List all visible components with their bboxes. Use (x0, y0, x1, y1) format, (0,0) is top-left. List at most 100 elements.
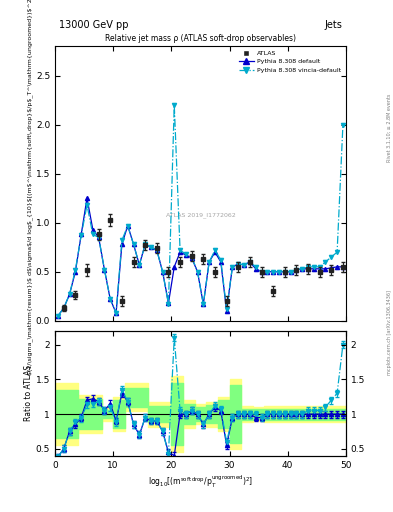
Pythia 8.308 vincia-default (178, 247, 182, 253)
Pythia 8.308 vincia-default (79, 232, 84, 239)
Pythia 8.308 vincia-default (67, 291, 72, 297)
Pythia 8.308 vincia-default (149, 244, 153, 250)
Pythia 8.308 default (236, 261, 241, 267)
Pythia 8.308 vincia-default (329, 254, 334, 260)
Pythia 8.308 default (271, 269, 275, 275)
Pythia 8.308 vincia-default (312, 264, 316, 270)
Pythia 8.308 default (84, 195, 89, 201)
Pythia 8.308 default (248, 259, 252, 265)
Pythia 8.308 vincia-default (230, 264, 235, 270)
Pythia 8.308 vincia-default (125, 223, 130, 229)
Pythia 8.308 default (317, 266, 322, 272)
Pythia 8.308 vincia-default (184, 251, 188, 257)
Pythia 8.308 default (300, 266, 305, 272)
Pythia 8.308 default (143, 241, 147, 247)
Pythia 8.308 default (61, 305, 66, 311)
Pythia 8.308 default (265, 269, 270, 275)
Pythia 8.308 default (114, 310, 118, 316)
Pythia 8.308 default (277, 269, 281, 275)
Text: mcplots.cern.ch [arXiv:1306.3436]: mcplots.cern.ch [arXiv:1306.3436] (387, 290, 391, 375)
Pythia 8.308 default (288, 269, 293, 275)
Pythia 8.308 default (213, 249, 217, 255)
Pythia 8.308 vincia-default (248, 259, 252, 265)
Pythia 8.308 vincia-default (108, 296, 113, 302)
Pythia 8.308 vincia-default (317, 264, 322, 270)
Pythia 8.308 default (312, 266, 316, 272)
Pythia 8.308 vincia-default (306, 264, 310, 270)
Legend: ATLAS, Pythia 8.308 default, Pythia 8.308 vincia-default: ATLAS, Pythia 8.308 default, Pythia 8.30… (236, 48, 344, 75)
Title: Relative jet mass ρ (ATLAS soft-drop observables): Relative jet mass ρ (ATLAS soft-drop obs… (105, 33, 296, 42)
Pythia 8.308 vincia-default (207, 259, 211, 265)
Pythia 8.308 default (67, 291, 72, 297)
Pythia 8.308 default (335, 264, 340, 270)
Pythia 8.308 default (149, 244, 153, 250)
Pythia 8.308 vincia-default (253, 264, 258, 270)
Pythia 8.308 vincia-default (102, 267, 107, 273)
Pythia 8.308 default (172, 264, 176, 270)
Pythia 8.308 default (253, 266, 258, 272)
Pythia 8.308 vincia-default (224, 306, 229, 312)
Pythia 8.308 default (283, 269, 287, 275)
Pythia 8.308 vincia-default (323, 259, 328, 265)
Text: Rivet 3.1.10; ≥ 2.8M events: Rivet 3.1.10; ≥ 2.8M events (387, 94, 391, 162)
Pythia 8.308 default (102, 267, 107, 273)
Pythia 8.308 default (125, 223, 130, 229)
Pythia 8.308 vincia-default (160, 269, 165, 275)
Line: Pythia 8.308 default: Pythia 8.308 default (56, 196, 345, 318)
Pythia 8.308 vincia-default (73, 267, 78, 273)
Pythia 8.308 vincia-default (172, 102, 176, 108)
Pythia 8.308 vincia-default (61, 305, 66, 311)
Pythia 8.308 vincia-default (259, 269, 264, 275)
Pythia 8.308 default (294, 267, 299, 273)
Pythia 8.308 default (259, 269, 264, 275)
Y-axis label: Ratio to ATLAS: Ratio to ATLAS (24, 365, 33, 421)
Pythia 8.308 vincia-default (119, 237, 124, 243)
Pythia 8.308 default (224, 308, 229, 314)
Pythia 8.308 vincia-default (195, 269, 200, 275)
Pythia 8.308 default (184, 252, 188, 258)
Pythia 8.308 vincia-default (154, 247, 159, 253)
Y-axis label: $(1/\sigma_\mathrm{resum})$ d$\sigma$/d log$_{10}$[(m$^\mathrm{soft\,drop}$/p$_T: $(1/\sigma_\mathrm{resum})$ d$\sigma$/d … (28, 0, 33, 375)
Pythia 8.308 vincia-default (166, 301, 171, 307)
Pythia 8.308 default (242, 262, 246, 268)
Pythia 8.308 default (96, 234, 101, 241)
Pythia 8.308 default (329, 265, 334, 271)
Pythia 8.308 vincia-default (143, 241, 147, 247)
X-axis label: log$_{10}$[(m$^{\mathrm{soft\,drop}}$/p$_T^{\mathrm{ungroomed}})^2$]: log$_{10}$[(m$^{\mathrm{soft\,drop}}$/p$… (148, 474, 253, 490)
Pythia 8.308 default (201, 301, 206, 307)
Pythia 8.308 vincia-default (201, 301, 206, 307)
Pythia 8.308 default (108, 296, 113, 302)
Pythia 8.308 default (195, 269, 200, 275)
Pythia 8.308 vincia-default (213, 247, 217, 253)
Pythia 8.308 default (323, 266, 328, 272)
Pythia 8.308 default (154, 247, 159, 253)
Pythia 8.308 vincia-default (300, 266, 305, 272)
Text: 13000 GeV pp: 13000 GeV pp (59, 20, 129, 30)
Pythia 8.308 default (166, 300, 171, 306)
Text: Jets: Jets (324, 20, 342, 30)
Pythia 8.308 default (131, 241, 136, 247)
Pythia 8.308 vincia-default (294, 267, 299, 273)
Pythia 8.308 vincia-default (283, 269, 287, 275)
Pythia 8.308 vincia-default (96, 234, 101, 241)
Pythia 8.308 vincia-default (219, 257, 223, 263)
Pythia 8.308 default (230, 264, 235, 270)
Pythia 8.308 default (178, 249, 182, 255)
Text: ATLAS 2019_I1772062: ATLAS 2019_I1772062 (165, 212, 235, 218)
Line: Pythia 8.308 vincia-default: Pythia 8.308 vincia-default (56, 103, 345, 318)
Pythia 8.308 vincia-default (55, 313, 60, 319)
Pythia 8.308 vincia-default (114, 310, 118, 316)
Pythia 8.308 vincia-default (271, 269, 275, 275)
Pythia 8.308 default (73, 269, 78, 275)
Pythia 8.308 vincia-default (84, 202, 89, 208)
Pythia 8.308 default (207, 259, 211, 265)
Pythia 8.308 vincia-default (137, 262, 142, 268)
Pythia 8.308 vincia-default (131, 241, 136, 247)
Pythia 8.308 vincia-default (236, 261, 241, 267)
Pythia 8.308 default (55, 313, 60, 319)
Pythia 8.308 vincia-default (265, 269, 270, 275)
Pythia 8.308 default (90, 226, 95, 232)
Pythia 8.308 default (189, 255, 194, 261)
Pythia 8.308 vincia-default (277, 269, 281, 275)
Pythia 8.308 default (341, 264, 345, 270)
